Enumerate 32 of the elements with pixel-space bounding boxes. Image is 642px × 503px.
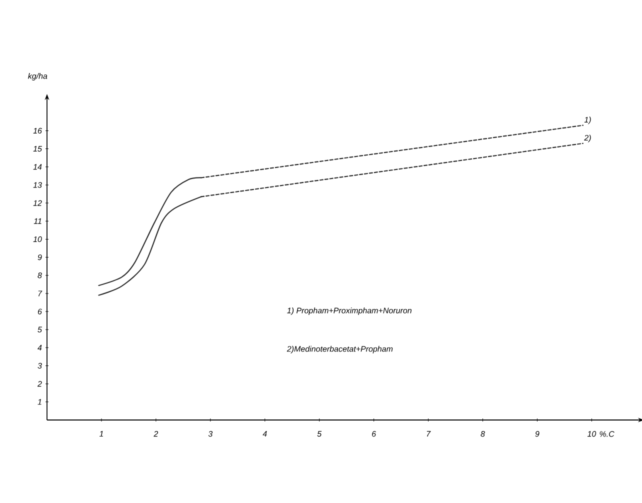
y-tick-label: 10 (33, 236, 42, 242)
x-tick-label: 7 (426, 431, 431, 437)
annotation: 1) Propham+Proximpham+Noruron (287, 307, 412, 315)
y-tick-label: 14 (33, 164, 42, 170)
series-label: 2) (584, 134, 591, 142)
y-tick-label: 4 (38, 344, 42, 350)
x-tick-label: 8 (480, 431, 485, 437)
y-tick-label: 12 (33, 200, 42, 206)
x-tick-label: 10 (587, 431, 596, 437)
x-axis-title: %.C (600, 431, 614, 437)
x-tick-label: 2 (154, 431, 158, 437)
annotation: 2)Medinoterbacetat+Propham (286, 346, 393, 354)
y-tick-label: 3 (38, 362, 42, 369)
y-axis-title: kg/ha (28, 73, 48, 80)
y-tick-label: 11 (34, 218, 42, 224)
y-tick-label: 7 (38, 290, 42, 296)
x-tick-label: 6 (372, 431, 376, 437)
series-label: 1) (584, 116, 591, 124)
y-tick-label: 8 (38, 272, 42, 278)
y-tick-label: 1 (38, 399, 42, 405)
y-tick-label: 5 (38, 326, 42, 332)
y-tick-label: 16 (33, 128, 42, 134)
y-tick-label: 6 (38, 308, 42, 314)
y-tick-label: 15 (33, 146, 42, 152)
y-tick-label: 9 (38, 254, 42, 260)
y-tick-label: 13 (33, 182, 42, 188)
x-tick-label: 3 (208, 431, 213, 437)
x-tick-label: 4 (262, 431, 267, 437)
x-tick-label: 5 (317, 431, 322, 437)
x-tick-label: 1 (99, 431, 104, 437)
y-tick-label: 2 (37, 381, 42, 387)
x-tick-label: 9 (535, 431, 540, 437)
